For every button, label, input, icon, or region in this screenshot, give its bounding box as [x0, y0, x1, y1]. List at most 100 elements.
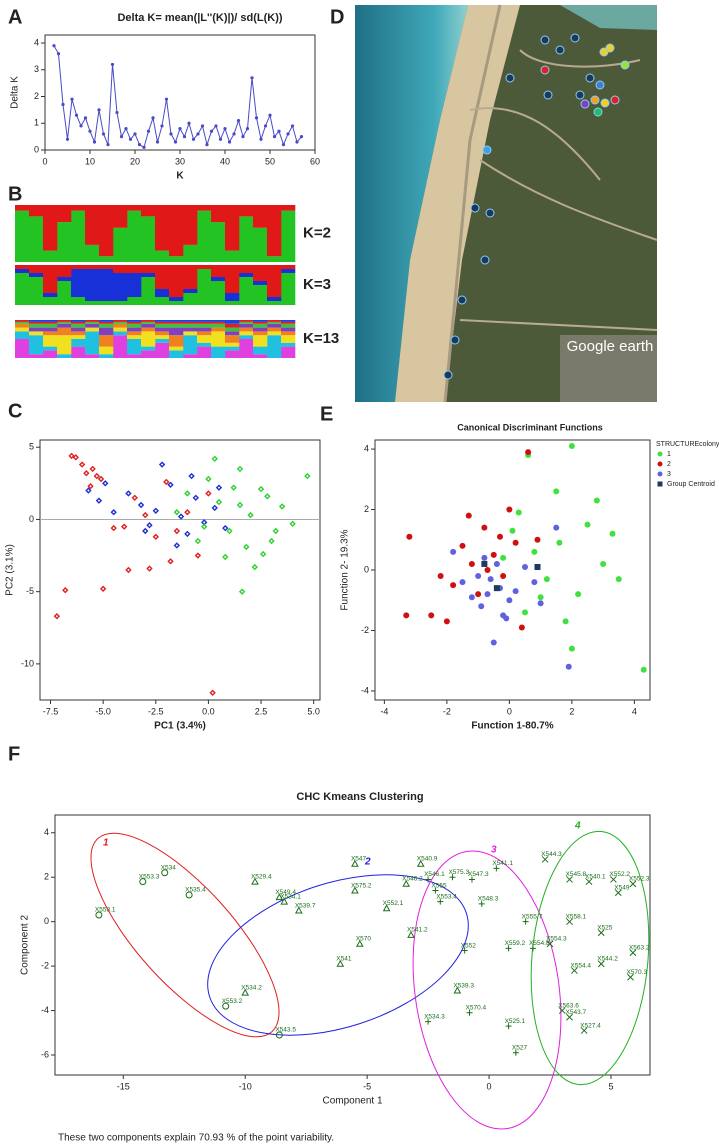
point — [110, 62, 115, 67]
x-tick-label: 30 — [175, 156, 185, 166]
point — [506, 597, 513, 604]
point-label: X525 — [597, 924, 613, 931]
point — [142, 511, 149, 519]
point — [227, 140, 232, 144]
bar-segment — [141, 205, 156, 217]
bar-segment — [281, 331, 296, 336]
bar-segment — [29, 354, 44, 358]
point — [657, 481, 663, 487]
bar-segment — [99, 265, 114, 269]
bar-segment — [183, 265, 198, 289]
bar-segment — [281, 327, 296, 332]
point — [512, 1049, 519, 1056]
bar-segment — [183, 293, 198, 305]
point — [407, 930, 415, 938]
point — [83, 470, 90, 477]
y-axis-label: Function 2- 19.3% — [340, 529, 351, 610]
bar-segment — [113, 301, 128, 305]
point — [119, 135, 124, 139]
point — [541, 856, 549, 863]
bar-segment — [225, 327, 240, 332]
bar-segment — [281, 269, 296, 273]
point — [437, 898, 444, 905]
point — [275, 1031, 283, 1039]
bar-segment — [141, 350, 156, 358]
bar-segment — [211, 331, 226, 347]
x-axis-label: PC1 (3.4%) — [154, 721, 206, 732]
point-label: X547 — [351, 856, 367, 863]
map-site — [595, 80, 605, 90]
y-tick-label: 2 — [34, 91, 39, 101]
map-site — [593, 107, 603, 117]
bar-segment — [211, 323, 226, 328]
point — [232, 132, 236, 136]
point-label: X570.3 — [626, 969, 647, 976]
point — [286, 132, 290, 136]
point — [403, 612, 410, 619]
point — [272, 135, 277, 139]
bar-segment — [267, 301, 282, 305]
point — [575, 591, 582, 598]
point — [167, 481, 174, 488]
point — [247, 511, 254, 519]
bar-segment — [169, 327, 184, 336]
cluster-ellipse — [90, 832, 280, 1038]
point-label: X575.2 — [351, 882, 372, 889]
point — [110, 524, 117, 532]
x-tick-label: -2 — [443, 706, 451, 716]
bar-segment — [239, 323, 254, 328]
bar-segment — [85, 205, 100, 245]
point — [640, 666, 647, 673]
panel-label: F — [8, 743, 20, 765]
bar-segment — [281, 321, 296, 324]
point — [512, 588, 519, 595]
point-label: X546.2 — [402, 876, 423, 883]
bar-segment — [225, 320, 240, 324]
bar-segment — [71, 265, 86, 269]
y-tick-label: 4 — [364, 443, 369, 453]
point — [531, 579, 538, 586]
bar-segment — [267, 323, 282, 328]
point — [450, 582, 457, 589]
point — [304, 472, 311, 480]
y-tick-label: 0 — [29, 514, 34, 524]
point-label: X553.3 — [139, 873, 160, 880]
map-site — [610, 95, 620, 105]
line — [53, 45, 302, 149]
point — [68, 452, 75, 460]
bar-segment — [239, 339, 254, 358]
x-tick-label: 20 — [130, 156, 140, 166]
point — [657, 461, 663, 467]
point — [74, 113, 79, 117]
k-label: K=13 — [303, 330, 339, 347]
bar-segment — [57, 320, 72, 322]
point-label: X540.9 — [417, 856, 438, 863]
bar-segment — [225, 265, 240, 293]
bar-segment — [169, 205, 184, 257]
point-label: X529.4 — [251, 873, 272, 880]
point — [425, 876, 432, 883]
point — [336, 959, 345, 967]
bar-segment — [267, 205, 282, 257]
point — [425, 1018, 432, 1025]
bar-segment — [127, 321, 142, 324]
bar-segment — [197, 323, 212, 328]
bar-segment — [183, 327, 198, 332]
bar-segment — [253, 265, 268, 281]
bar-segment — [281, 273, 296, 305]
point — [609, 530, 616, 537]
point — [131, 494, 138, 501]
point — [223, 127, 227, 131]
bar-segment — [169, 265, 184, 297]
point-label: X525.1 — [505, 1018, 526, 1025]
y-tick-label: -6 — [41, 1049, 49, 1059]
point — [437, 573, 444, 580]
bar-segment — [15, 320, 30, 322]
map-site — [482, 145, 492, 155]
point — [299, 135, 304, 139]
point-label: X563.6 — [558, 1002, 579, 1009]
map-sea — [355, 5, 468, 402]
y-axis-label: PC2 (3.1%) — [5, 544, 16, 596]
point — [257, 485, 265, 493]
point-label: X539.7 — [295, 902, 316, 909]
